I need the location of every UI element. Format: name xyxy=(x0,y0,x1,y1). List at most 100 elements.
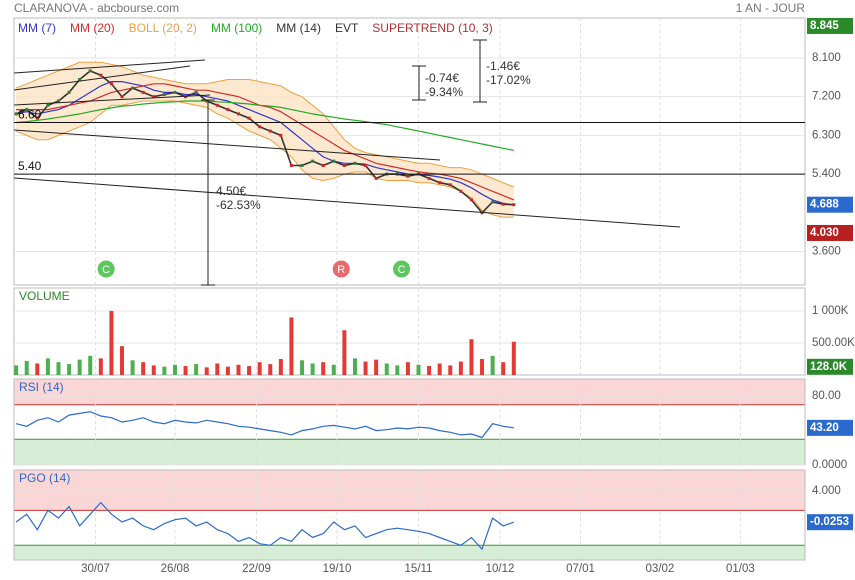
legend-entry: MM (100) xyxy=(211,21,262,35)
trend-line xyxy=(13,129,441,161)
x-tick-label: 22/09 xyxy=(242,563,271,575)
price-mark xyxy=(258,125,262,129)
volume-bar xyxy=(215,363,220,375)
last-value-box xyxy=(807,17,853,34)
annotation: -17.02% xyxy=(486,73,531,87)
page-title: CLARANOVA - abcbourse.com xyxy=(14,1,179,15)
level-label: 5.40 xyxy=(18,159,42,173)
event-label: C xyxy=(102,264,110,276)
level-label: 6.60 xyxy=(18,108,42,122)
y-tick-label: 3.600 xyxy=(812,245,841,257)
x-tick-label: 01/03 xyxy=(726,563,755,575)
price-mark xyxy=(226,108,230,112)
price-mark xyxy=(35,116,39,120)
volume-bar xyxy=(416,364,421,375)
volume-bar xyxy=(342,330,347,375)
volume-bar xyxy=(162,366,167,375)
volume-bar xyxy=(289,317,294,375)
price-mark xyxy=(205,99,209,103)
price-mark xyxy=(131,86,135,90)
panel-title: VOLUME xyxy=(19,289,70,303)
price-mark xyxy=(268,129,272,133)
price-line xyxy=(15,69,514,214)
moving-average xyxy=(16,100,514,151)
price-mark xyxy=(512,203,516,207)
y-tick-label: 500.00K xyxy=(812,337,855,349)
bollinger-upper xyxy=(15,61,514,188)
price-mark xyxy=(120,95,124,99)
oversold-zone xyxy=(14,439,805,465)
y-tick-label: 8.100 xyxy=(812,52,841,64)
volume-bar xyxy=(204,367,209,375)
y-tick-label: 7.200 xyxy=(812,91,841,103)
panel-title: PGO (14) xyxy=(19,471,70,485)
bollinger-band xyxy=(16,62,514,218)
y-tick-label: 1 000K xyxy=(812,305,849,317)
price-mark xyxy=(236,112,240,116)
price-mark xyxy=(469,198,473,202)
annotation: -9.34% xyxy=(425,85,463,99)
price-mark xyxy=(501,202,505,206)
volume-bar xyxy=(247,366,252,375)
volume-bar xyxy=(172,364,177,375)
volume-bar xyxy=(448,365,453,375)
volume-bar xyxy=(151,365,156,375)
price-mark xyxy=(448,183,452,187)
last-value-label: 43.20 xyxy=(810,422,839,434)
volume-bar xyxy=(405,362,410,375)
volume-bar xyxy=(45,358,50,375)
last-value-label: 4.030 xyxy=(810,227,839,239)
y-tick-label: 5.400 xyxy=(812,168,841,180)
volume-bar xyxy=(511,341,516,375)
x-tick-label: 10/12 xyxy=(486,563,515,575)
moving-average xyxy=(15,81,514,206)
price-mark xyxy=(342,163,346,167)
trend-line xyxy=(13,65,191,91)
volume-bar xyxy=(88,355,93,375)
volume-bar xyxy=(56,362,61,375)
price-mark xyxy=(152,95,156,99)
last-value-box xyxy=(807,358,853,375)
x-tick-label: 19/10 xyxy=(323,563,352,575)
price-mark xyxy=(406,174,410,178)
price-mark xyxy=(162,93,166,97)
event-marker xyxy=(392,259,412,279)
price-mark xyxy=(332,159,336,163)
volume-bar xyxy=(141,362,146,375)
last-value-label: 8.845 xyxy=(810,20,839,32)
price-mark xyxy=(215,103,219,107)
trend-line xyxy=(13,59,206,74)
volume-bar xyxy=(130,360,135,375)
price-mark xyxy=(247,116,251,120)
last-value-label: 4.688 xyxy=(810,199,839,211)
price-mark xyxy=(321,163,325,167)
volume-bar xyxy=(225,366,230,375)
volume-bar xyxy=(278,359,283,375)
price-mark xyxy=(438,181,442,185)
x-tick-label: 03/02 xyxy=(646,563,675,575)
price-mark xyxy=(374,176,378,180)
price-mark xyxy=(289,163,293,167)
volume-bar xyxy=(310,363,315,375)
legend-entry: MM (14) xyxy=(276,21,321,35)
price-mark xyxy=(56,99,60,103)
period[interactable]: 1 AN - JOUR xyxy=(736,1,806,15)
trend-line xyxy=(13,177,681,228)
volume-bar xyxy=(437,363,442,375)
volume-bar xyxy=(490,355,495,375)
y-tick-label: 80.00 xyxy=(812,390,841,402)
indicator-line xyxy=(15,501,514,551)
event-marker xyxy=(331,259,351,279)
legend-entry: MM (20) xyxy=(70,21,115,35)
legend-entry: EVT xyxy=(335,21,359,35)
y-tick-label: 0.0000 xyxy=(812,459,847,471)
last-value-label: -0.0253 xyxy=(810,516,849,528)
price-mark xyxy=(194,90,198,94)
price-mark xyxy=(67,90,71,94)
legend-entry: SUPERTREND (10, 3) xyxy=(372,21,492,35)
price-mark xyxy=(14,112,18,116)
moving-average xyxy=(16,83,515,201)
price-mark xyxy=(364,163,368,167)
annotation: 4.50€ xyxy=(216,184,246,198)
